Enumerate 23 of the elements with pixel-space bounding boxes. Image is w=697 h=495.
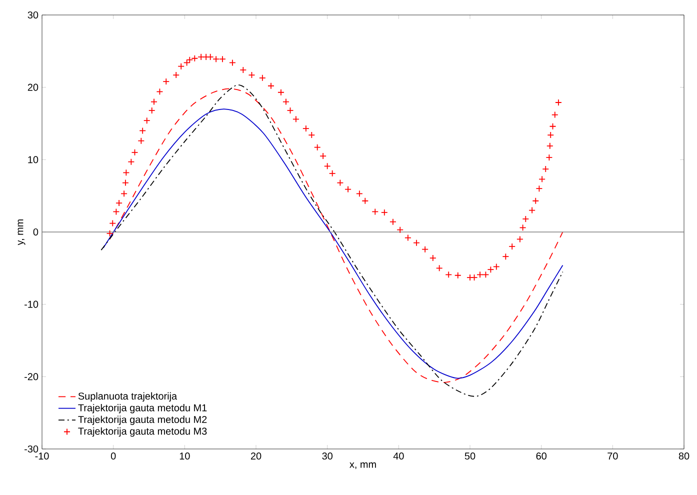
y-tick-label: 10 [28,156,38,164]
x-tick-label: 40 [393,452,404,460]
x-tick-label: 10 [180,452,190,460]
y-tick-label: -10 [24,300,38,308]
y-axis-title: y, mm [18,219,26,246]
y-tick-label: 0 [33,228,38,236]
x-tick-label: 0 [110,452,116,460]
y-tick-label: -30 [24,445,38,453]
x-tick-label: 30 [322,452,332,460]
legend-label: Trajektorija gauta metodu M1 [78,404,207,414]
x-tick-label: 70 [608,452,618,460]
legend-label: Trajektorija gauta metodu M3 [78,427,207,437]
x-tick-label: 60 [536,452,546,460]
y-tick-label: 20 [28,84,38,91]
y-tick-label: -20 [24,373,38,380]
x-tick-label: -10 [35,452,49,460]
legend-label: Trajektorija gauta metodu M2 [78,416,207,425]
x-tick-label: 80 [678,452,690,460]
x-tick-label: 50 [464,452,476,460]
x-tick-label: 20 [250,452,262,460]
legend-label: Suplanuota trajektorija [78,392,178,402]
x-axis-title: x, mm [350,462,376,470]
y-tick-label: 30 [28,11,38,19]
